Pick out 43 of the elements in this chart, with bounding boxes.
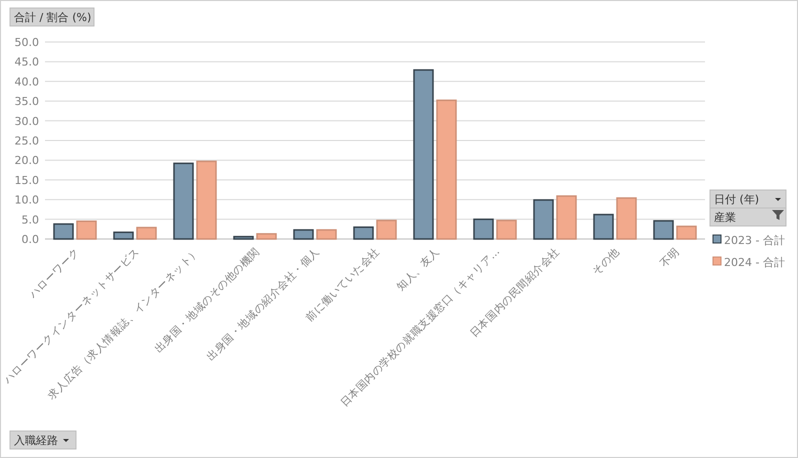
x-tick-label: その他 — [590, 246, 622, 278]
legend-title: 日付 (年) — [714, 193, 760, 206]
bar — [293, 229, 314, 240]
y-axis-title: 合計 / 割合 (%) — [14, 11, 92, 24]
bar — [233, 236, 254, 240]
bar — [136, 226, 157, 240]
y-tick-label: 50.0 — [14, 36, 39, 49]
bar — [533, 199, 554, 240]
y-tick-label: 25.0 — [14, 134, 39, 148]
bar — [256, 233, 277, 240]
y-tick-label: 20.0 — [14, 154, 39, 168]
x-tick-label: 知人、友人 — [394, 246, 442, 294]
legend-label: 2023 - 合計 — [724, 234, 785, 247]
x-axis-title: 入職経路 — [14, 434, 58, 447]
bar — [676, 226, 697, 240]
bar — [616, 197, 637, 240]
y-tick-label: 5.0 — [22, 213, 39, 226]
bar — [353, 226, 374, 240]
bar — [556, 195, 577, 240]
bar — [413, 69, 434, 240]
bar — [113, 232, 134, 240]
bar — [496, 220, 517, 240]
y-tick-label: 40.0 — [14, 75, 39, 88]
legend-label: 2024 - 合計 — [724, 256, 785, 269]
bar — [76, 220, 97, 240]
y-tick-label: 15.0 — [14, 174, 39, 187]
y-tick-label: 35.0 — [14, 95, 39, 108]
bar — [173, 162, 194, 240]
bar — [436, 100, 457, 240]
bar — [473, 218, 494, 240]
bar — [316, 229, 337, 240]
y-tick-label: 45.0 — [14, 56, 39, 69]
y-tick-label: 0.0 — [22, 233, 39, 246]
x-tick-label: 不明 — [658, 246, 682, 270]
bar — [653, 220, 674, 240]
bar — [593, 214, 614, 240]
x-tick-label: ハローワーク — [26, 246, 82, 302]
bar — [376, 220, 397, 240]
bar — [196, 160, 217, 240]
bar — [53, 223, 74, 240]
y-tick-label: 10.0 — [14, 194, 39, 207]
y-tick-label: 30.0 — [14, 114, 39, 128]
text: 産業 — [714, 211, 736, 224]
